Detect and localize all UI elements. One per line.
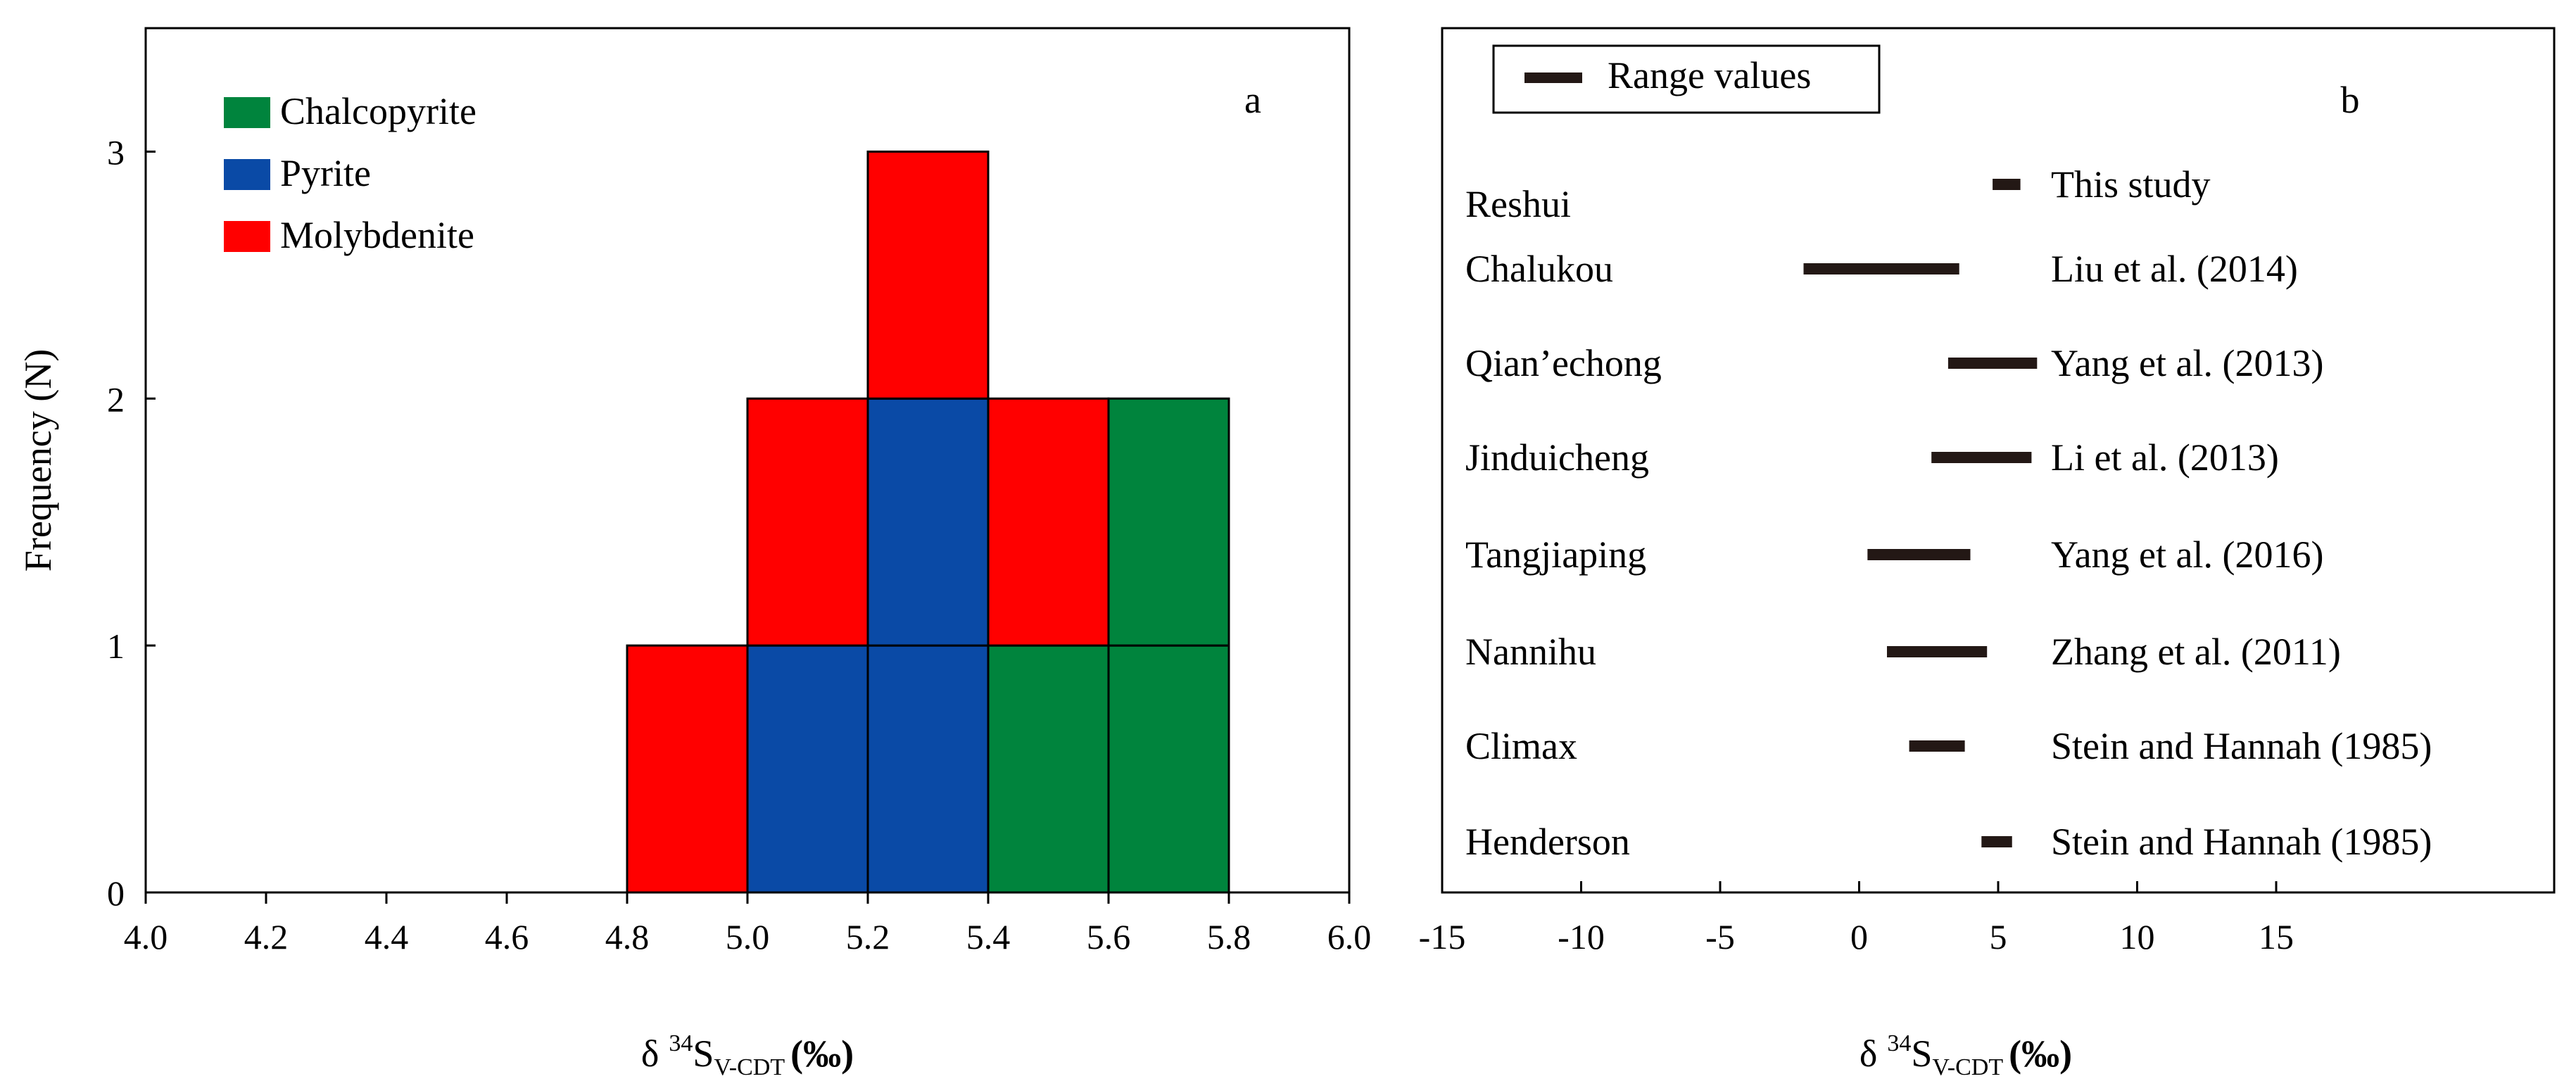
panel-b-deposit-rows: Reshui This study Chalukou Liu et al. (2014… (1465, 163, 2432, 863)
deposit-source: This study (2051, 163, 2211, 206)
b-x-tick-label: -15 (1419, 917, 1466, 956)
deposit-name: Henderson (1465, 821, 1630, 863)
b-x-tick-label: 10 (2120, 917, 2155, 956)
panel-a-y-axis-label: Frequency (N) (17, 349, 59, 572)
x-tick-label: 4.2 (244, 917, 289, 956)
panel-b-legend: Range values (1492, 44, 1881, 114)
bar-chalcopyrite-bin4-unit1 (1107, 644, 1230, 894)
deposit-source: Zhang et al. (2011) (2051, 631, 2341, 673)
bar-molybdenite-bin0-unit1 (626, 644, 749, 894)
panel-b-x-ticks: -15 -10 -5 0 5 10 15 (1419, 881, 2294, 956)
bar-molybdenite-bin1-unit2 (746, 397, 869, 647)
deposit-name: Jinduicheng (1465, 436, 1649, 479)
range-bar-tangjiaping (1867, 549, 1971, 560)
panel-a-label: a (1244, 79, 1261, 121)
deposit-source: Yang et al. (2013) (2051, 342, 2323, 384)
legend-swatch-chalcopyrite (224, 97, 270, 128)
range-bar-nannihu (1887, 646, 1988, 657)
deposit-name: Nannihu (1465, 631, 1596, 673)
x-tick-label: 5.6 (1087, 917, 1131, 956)
range-bar-chalukou (1803, 263, 1959, 274)
x-tick-label: 5.0 (726, 917, 770, 956)
panel-b-legend-swatch (1524, 72, 1582, 83)
range-bar-henderson (1981, 836, 2012, 847)
range-bar-reshui (1993, 179, 2021, 190)
panel-b-label: b (2341, 79, 2360, 121)
bar-molybdenite-bin3-unit2 (987, 397, 1110, 647)
range-bar-qianechong (1947, 358, 2038, 369)
range-bar-jinduicheng (1931, 452, 2032, 463)
panel-a-x-axis-label: δ 34SV-CDT (‰) (641, 1030, 854, 1080)
y-tick-label: 1 (107, 626, 125, 666)
x-tick-label: 5.4 (966, 917, 1011, 956)
panel-b-x-axis-label: δ 34SV-CDT (‰) (1860, 1030, 2072, 1080)
y-tick-label: 2 (107, 379, 125, 419)
legend-label-chalcopyrite: Chalcopyrite (280, 90, 476, 132)
x-tick-label: 4.8 (605, 917, 650, 956)
panel-a-bars (626, 150, 1230, 894)
deposit-source: Yang et al. (2016) (2051, 533, 2323, 576)
deposit-name: Tangjiaping (1465, 533, 1646, 576)
y-tick-label: 3 (107, 132, 125, 172)
range-bar-climax (1909, 740, 1965, 752)
legend-swatch-pyrite (224, 159, 270, 190)
bar-chalcopyrite-bin3-unit1 (987, 644, 1110, 894)
b-x-tick-label: 15 (2259, 917, 2294, 956)
panel-b-legend-label: Range values (1608, 54, 1811, 96)
legend-label-pyrite: Pyrite (280, 152, 371, 194)
bar-pyrite-bin1-unit1 (746, 644, 869, 894)
b-x-tick-label: 0 (1850, 917, 1868, 956)
bar-chalcopyrite-bin4-unit2 (1107, 397, 1230, 647)
x-tick-label: 5.8 (1207, 917, 1251, 956)
legend-label-molybdenite: Molybdenite (280, 214, 474, 256)
deposit-name: Climax (1465, 725, 1577, 767)
x-tick-label: 4.6 (485, 917, 529, 956)
deposit-source: Liu et al. (2014) (2051, 248, 2298, 290)
deposit-name: Qian’echong (1465, 342, 1662, 384)
deposit-source: Stein and Hannah (1985) (2051, 725, 2432, 767)
x-tick-label: 4.0 (124, 917, 168, 956)
panel-b-range-chart: Range values b Reshui This study Chalukou L… (1419, 27, 2556, 1080)
panel-a-histogram: 0 1 2 3 4.0 4.2 4.4 4.6 4.8 5.0 5.2 5.4 5.6 5.8 6.0 C… (17, 27, 1372, 1080)
b-x-tick-label: -5 (1705, 917, 1735, 956)
x-tick-label: 6.0 (1327, 917, 1372, 956)
b-x-tick-label: 5 (1990, 917, 2007, 956)
deposit-source: Li et al. (2013) (2051, 436, 2279, 479)
panel-a-y-ticks: 0 1 2 3 (107, 132, 156, 913)
bar-molybdenite-bin2-unit3 (866, 150, 990, 400)
b-x-tick-label: -10 (1558, 917, 1605, 956)
x-tick-label: 5.2 (846, 917, 890, 956)
deposit-name: Chalukou (1465, 248, 1613, 290)
panel-b-legend-box (1492, 44, 1881, 114)
bar-pyrite-bin2-unit1 (866, 644, 990, 894)
panel-a-legend: Chalcopyrite Pyrite Molybdenite (224, 90, 476, 256)
y-tick-label: 0 (107, 873, 125, 913)
x-tick-label: 4.4 (365, 917, 409, 956)
deposit-name: Reshui (1465, 183, 1571, 225)
legend-swatch-molybdenite (224, 221, 270, 252)
bar-pyrite-bin2-unit2 (866, 397, 990, 647)
deposit-source: Stein and Hannah (1985) (2051, 821, 2432, 863)
panel-a-x-ticks: 4.0 4.2 4.4 4.6 4.8 5.0 5.2 5.4 5.6 5.8 6.0 (124, 892, 1372, 956)
